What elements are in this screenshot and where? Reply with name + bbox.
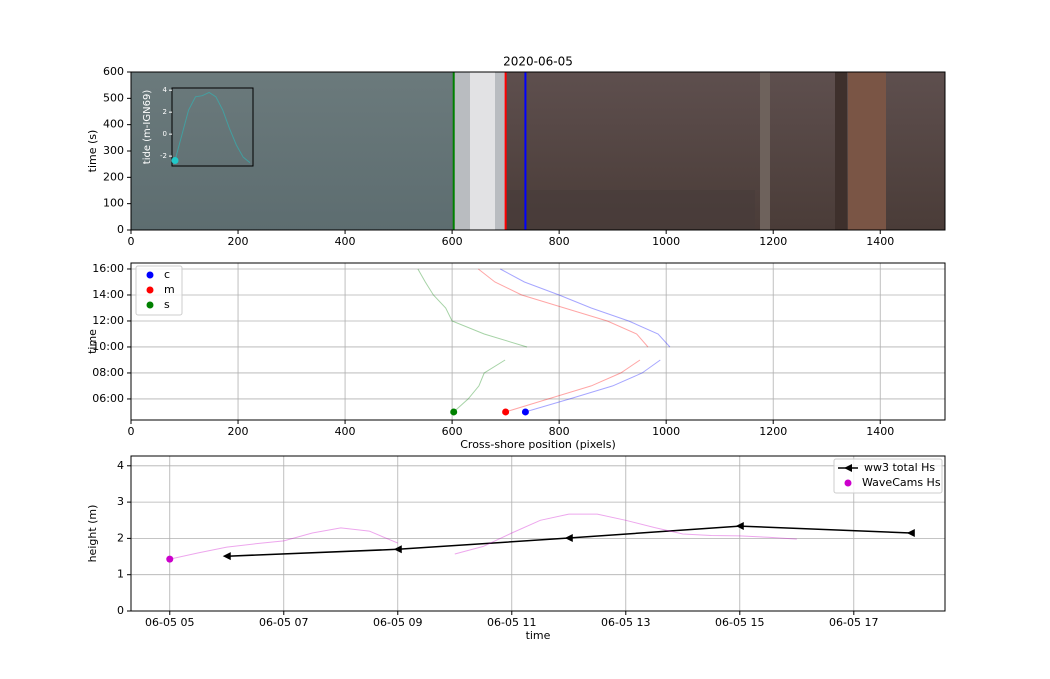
data-point xyxy=(906,528,915,537)
y-tick-label: 14:00 xyxy=(92,288,124,301)
y-tick-label: 3 xyxy=(117,495,124,508)
y-tick-label: 0 xyxy=(117,604,124,617)
data-point xyxy=(450,408,458,416)
x-tick-label: 800 xyxy=(549,425,570,438)
series-line xyxy=(500,268,671,413)
x-tick-label: 06-05 17 xyxy=(829,616,878,629)
timestack-image xyxy=(131,72,945,230)
legend: ww3 total Hs WaveCams Hs xyxy=(833,458,943,494)
tide-marker xyxy=(171,157,179,165)
x-tick-label: 06-05 05 xyxy=(145,616,194,629)
data-point xyxy=(222,552,231,561)
legend-marker xyxy=(844,479,852,487)
legend-label: s xyxy=(164,298,170,311)
data-point xyxy=(166,555,174,563)
axes-frame xyxy=(130,455,946,612)
legend-box xyxy=(135,265,183,316)
legend-label: ww3 total Hs xyxy=(864,461,935,474)
y-tick-label: 1 xyxy=(117,568,124,581)
y-tick-label: 0 xyxy=(117,223,124,236)
y-tick-label: 400 xyxy=(103,118,124,131)
series-line xyxy=(477,268,649,413)
y-tick-label: 300 xyxy=(103,144,124,157)
y-tick-label: 600 xyxy=(103,65,124,78)
legend-marker xyxy=(146,271,154,279)
y-tick-label: 12:00 xyxy=(92,314,124,327)
legend-label: m xyxy=(164,283,175,296)
legend-marker xyxy=(146,286,154,294)
x-tick-label: 200 xyxy=(228,425,249,438)
legend-label: c xyxy=(164,268,170,281)
legend: cms xyxy=(135,265,183,316)
y-tick-label: 4 xyxy=(117,459,124,472)
x-tick-label: 1000 xyxy=(652,235,680,248)
y-tick-label: 16:00 xyxy=(92,262,124,275)
legend-marker xyxy=(146,301,154,309)
x-axis-label: Cross-shore position (pixels) xyxy=(460,438,616,451)
x-tick-label: 600 xyxy=(442,235,463,248)
x-tick-label: 0 xyxy=(128,425,135,438)
data-point xyxy=(502,408,510,416)
y-axis-label: time xyxy=(86,329,99,354)
inset-y-tick-label: -2 xyxy=(160,152,167,160)
y-tick-label: 10:00 xyxy=(92,340,124,353)
x-tick-label: 1200 xyxy=(759,235,787,248)
legend-marker xyxy=(844,464,852,472)
series-line xyxy=(417,268,528,413)
x-tick-label: 800 xyxy=(549,235,570,248)
series-line xyxy=(226,525,911,557)
x-tick-label: 400 xyxy=(335,235,356,248)
x-tick-label: 0 xyxy=(128,235,135,248)
y-tick-label: 100 xyxy=(103,197,124,210)
inset-y-tick-label: 0 xyxy=(163,130,167,138)
chart-title: 2020-06-05 xyxy=(503,55,573,69)
data-point xyxy=(393,545,402,554)
y-tick-label: 200 xyxy=(103,170,124,183)
inset-y-tick-label: 4 xyxy=(163,86,168,94)
x-tick-label: 06-05 13 xyxy=(601,616,650,629)
y-axis-label: height (m) xyxy=(86,505,99,563)
x-tick-label: 400 xyxy=(335,425,356,438)
x-tick-label: 1400 xyxy=(866,425,894,438)
x-tick-label: 06-05 09 xyxy=(373,616,422,629)
x-tick-label: 600 xyxy=(442,425,463,438)
y-tick-label: 06:00 xyxy=(92,392,124,405)
x-tick-label: 1400 xyxy=(866,235,894,248)
axes-frame xyxy=(130,71,946,231)
y-tick-label: 08:00 xyxy=(92,366,124,379)
x-tick-label: 200 xyxy=(228,235,249,248)
data-point xyxy=(735,522,744,531)
y-tick-label: 500 xyxy=(103,91,124,104)
x-tick-label: 06-05 07 xyxy=(259,616,308,629)
inset-y-tick-label: 2 xyxy=(163,108,167,116)
tide-line xyxy=(174,91,251,164)
y-tick-label: 2 xyxy=(117,531,124,544)
x-tick-label: 1000 xyxy=(652,425,680,438)
y-axis-label: time (s) xyxy=(86,130,99,173)
data-point xyxy=(564,534,573,543)
inset-y-axis-label: tide (m-IGN69) xyxy=(142,90,153,165)
legend-box xyxy=(833,458,943,494)
series-line xyxy=(169,513,797,560)
axes-frame xyxy=(130,262,946,421)
inset-frame xyxy=(171,87,254,167)
x-tick-label: 06-05 11 xyxy=(487,616,536,629)
x-axis-label: time xyxy=(526,629,551,642)
legend-label: WaveCams Hs xyxy=(862,476,941,489)
x-tick-label: 06-05 15 xyxy=(715,616,764,629)
data-point xyxy=(521,408,529,416)
x-tick-label: 1200 xyxy=(759,425,787,438)
